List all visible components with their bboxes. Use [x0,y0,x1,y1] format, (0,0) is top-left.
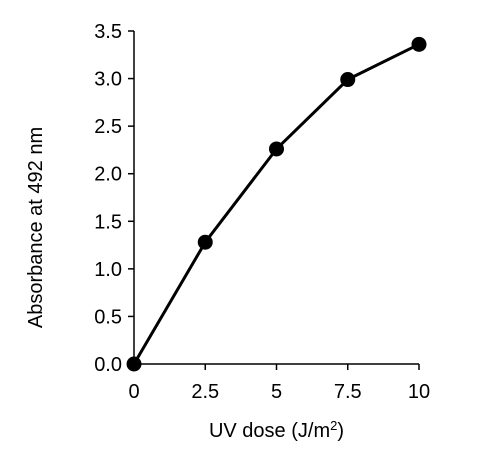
y-tick-label: 2.0 [94,164,122,186]
x-axis-label-suffix: ) [337,420,344,442]
x-tick-label: 0 [128,381,139,403]
data-point [269,141,284,157]
data-point [411,36,427,52]
y-tick-label: 1.5 [94,211,122,233]
x-axis-label-main: UV dose (J/m [209,420,330,442]
y-tick-label: 0.0 [94,354,122,376]
data-point [197,234,213,250]
series [126,36,427,372]
y-tick-label: 2.5 [94,116,122,138]
y-axis-label: Absorbance at 492 nm [25,127,47,328]
y-tick-label: 0.5 [94,306,122,328]
x-ticks: 0 2.5 5 7.5 10 [128,364,430,403]
x-tick-label: 2.5 [191,381,219,403]
x-tick-label: 7.5 [334,381,362,403]
axes [133,31,419,365]
y-tick-label: 1.0 [94,259,122,281]
x-axis-label-superscript: 2 [330,418,337,433]
data-point [340,72,356,88]
x-tick-label: 10 [408,381,430,403]
y-tick-label: 3.0 [94,69,122,91]
data-point [126,356,142,372]
y-tick-label: 3.5 [94,21,122,43]
x-tick-label: 5 [271,381,282,403]
y-ticks: 0.0 0.5 1.0 1.5 2.0 2.5 3.0 3.5 [94,21,134,376]
x-axis-label: UV dose (J/m2) [209,418,344,443]
series-line [132,42,420,365]
